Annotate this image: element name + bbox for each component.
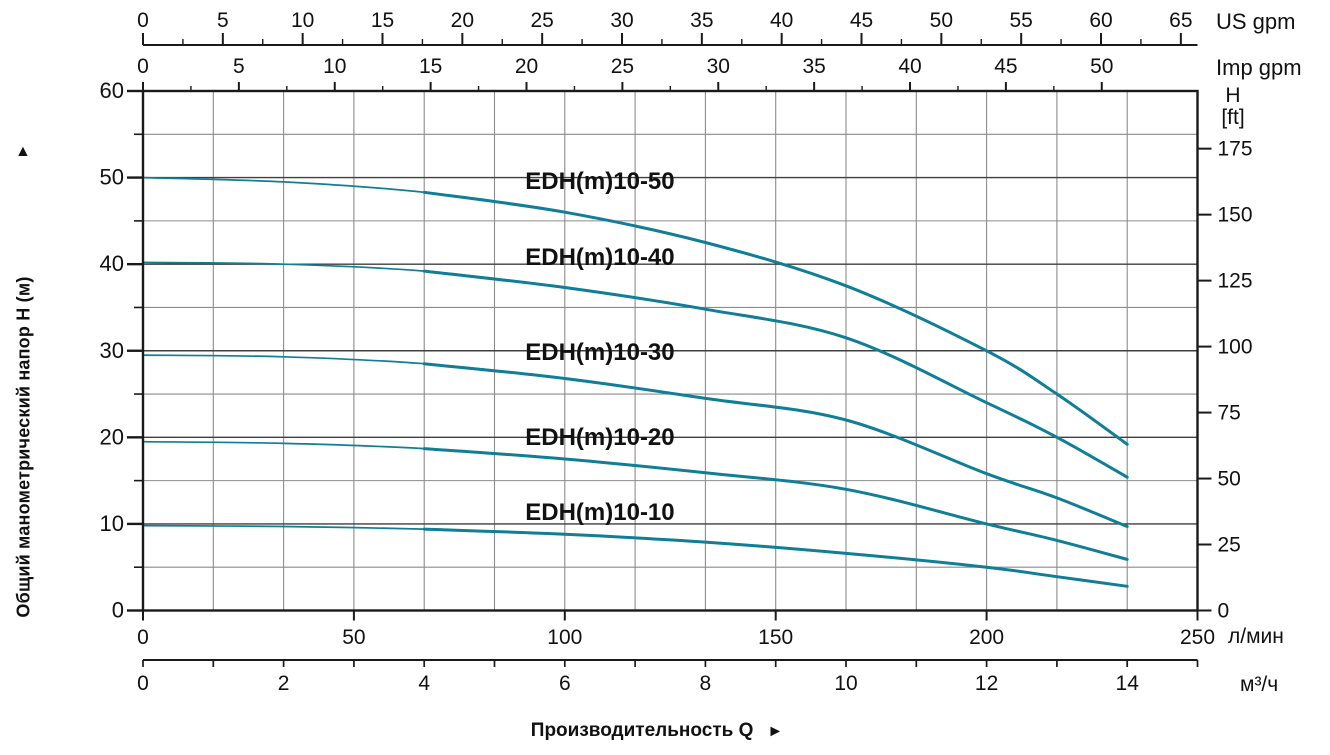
x-axis-right-arrow-icon: ► [767,723,784,740]
curve-label-EDH(m)10-10: EDH(m)10-10 [525,499,674,526]
head-m-tick-label: 40 [100,251,124,276]
head-ft-unit-line2: [ft] [1221,106,1245,129]
us-gpm-tick-label: 40 [770,9,793,32]
lmin-tick-label: 100 [547,626,582,649]
us-gpm-tick-label: 35 [690,9,713,32]
curve-EDH(m)10-20-bold [422,447,1129,561]
imp-gpm-unit-label: Imp gpm [1216,55,1302,80]
m3h-tick-label: 8 [700,672,712,695]
head-ft-tick-label: 75 [1218,402,1241,425]
us-gpm-tick-label: 50 [930,9,953,32]
us-gpm-tick-label: 15 [371,9,394,32]
imp-gpm-tick-label: 50 [1090,55,1113,78]
head-ft-tick-label: 125 [1218,270,1253,293]
lmin-unit-label: л/мин [1228,625,1284,648]
head-ft-unit-label: H [ft] [1206,85,1260,129]
m3h-tick-label: 14 [1116,672,1140,695]
curve-label-EDH(m)10-40: EDH(m)10-40 [525,244,674,271]
head-ft-tick-label: 0 [1218,600,1230,623]
m3h-tick-label: 12 [975,672,998,695]
curve-EDH(m)10-30-bold [422,362,1129,528]
imp-gpm-tick-label: 15 [419,55,442,78]
x-axis-title-text: Производительность Q [530,720,754,741]
head-m-tick-label: 30 [100,338,124,363]
curve-label-EDH(m)10-20: EDH(m)10-20 [525,424,674,451]
imp-gpm-tick-label: 25 [611,55,634,78]
m3h-unit-label: м³/ч [1240,673,1279,696]
lmin-tick-label: 150 [758,626,793,649]
head-ft-tick-label: 25 [1218,534,1241,557]
head-ft-tick-label: 150 [1218,204,1253,227]
us-gpm-tick-label: 55 [1009,9,1032,32]
m3h-tick-label: 2 [278,672,290,695]
y-axis-title: Общий манометрический напор H (м) [13,276,34,618]
head-ft-tick-label: 50 [1218,468,1241,491]
lmin-tick-label: 0 [137,626,149,649]
imp-gpm-tick-label: 0 [137,55,149,78]
curve-EDH(m)10-10-bold [422,527,1129,588]
head-m-tick-label: 10 [100,511,124,536]
head-m-tick-label: 0 [112,598,124,623]
head-ft-unit-line1: H [1225,84,1241,107]
lmin-tick-label: 200 [969,626,1004,649]
lmin-tick-label: 50 [342,626,365,649]
head-m-tick-label: 60 [100,78,124,103]
m3h-tick-label: 10 [834,672,857,695]
curve-EDH(m)10-40-bold [422,269,1129,479]
m3h-tick-label: 6 [559,672,571,695]
us-gpm-tick-label: 30 [610,9,633,32]
head-ft-tick-label: 100 [1218,336,1253,359]
imp-gpm-tick-label: 30 [707,55,730,78]
head-ft-tick-label: 175 [1218,138,1253,161]
us-gpm-tick-label: 5 [217,9,229,32]
head-m-tick-label: 50 [100,165,124,190]
imp-gpm-tick-label: 45 [994,55,1017,78]
imp-gpm-tick-label: 20 [515,55,538,78]
us-gpm-tick-label: 65 [1169,9,1192,32]
imp-gpm-tick-label: 10 [323,55,346,78]
y-axis-up-arrow-icon: ▲ [15,143,31,160]
us-gpm-tick-label: 10 [291,9,314,32]
imp-gpm-tick-label: 35 [802,55,825,78]
us-gpm-tick-label: 45 [850,9,873,32]
curve-label-EDH(m)10-30: EDH(m)10-30 [525,339,674,366]
lmin-tick-label: 250 [1180,626,1215,649]
us-gpm-tick-label: 60 [1089,9,1112,32]
curve-label-EDH(m)10-50: EDH(m)10-50 [525,168,674,195]
us-gpm-tick-label: 25 [530,9,553,32]
m3h-tick-label: 4 [418,672,430,695]
curve-EDH(m)10-50-bold [422,190,1129,446]
us-gpm-unit-label: US gpm [1216,9,1296,34]
us-gpm-tick-label: 0 [137,9,149,32]
imp-gpm-tick-label: 40 [898,55,921,78]
head-m-tick-label: 20 [100,424,124,449]
m3h-tick-label: 0 [137,672,149,695]
x-axis-title: Производительность Q ► [531,720,783,742]
imp-gpm-tick-label: 5 [233,55,245,78]
us-gpm-tick-label: 20 [451,9,474,32]
